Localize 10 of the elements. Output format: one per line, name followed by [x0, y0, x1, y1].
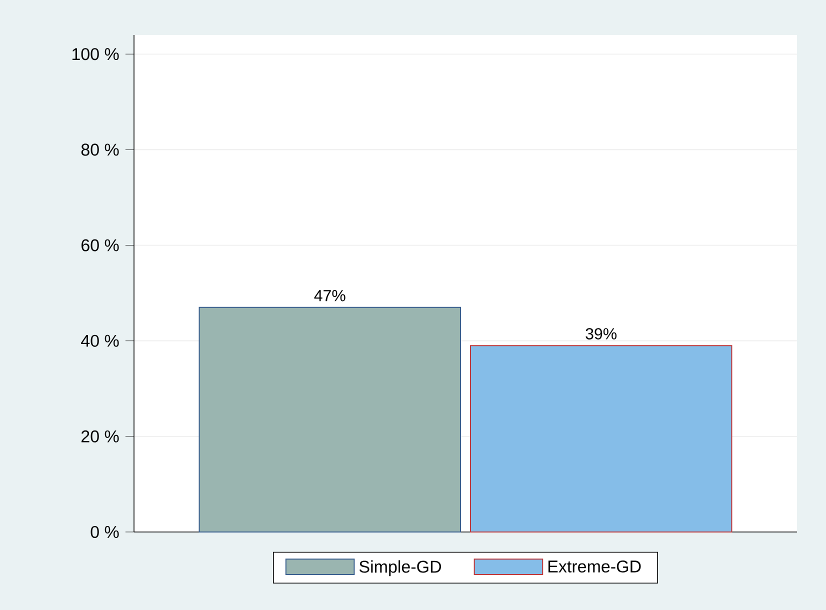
legend-label: Simple-GD [359, 560, 441, 576]
y-tick-label: 80 % [81, 144, 119, 156]
y-tick-label: 0 % [90, 526, 119, 538]
data-label: 47% [314, 290, 346, 302]
y-tick-label: 100 % [72, 48, 119, 60]
data-label: 39% [586, 328, 617, 340]
y-tick-label: 20 % [82, 430, 119, 442]
legend-label: Extreme-GD [548, 560, 641, 573]
y-tick-label: 40 % [81, 334, 119, 347]
y-tick-label: 60 % [82, 239, 119, 252]
